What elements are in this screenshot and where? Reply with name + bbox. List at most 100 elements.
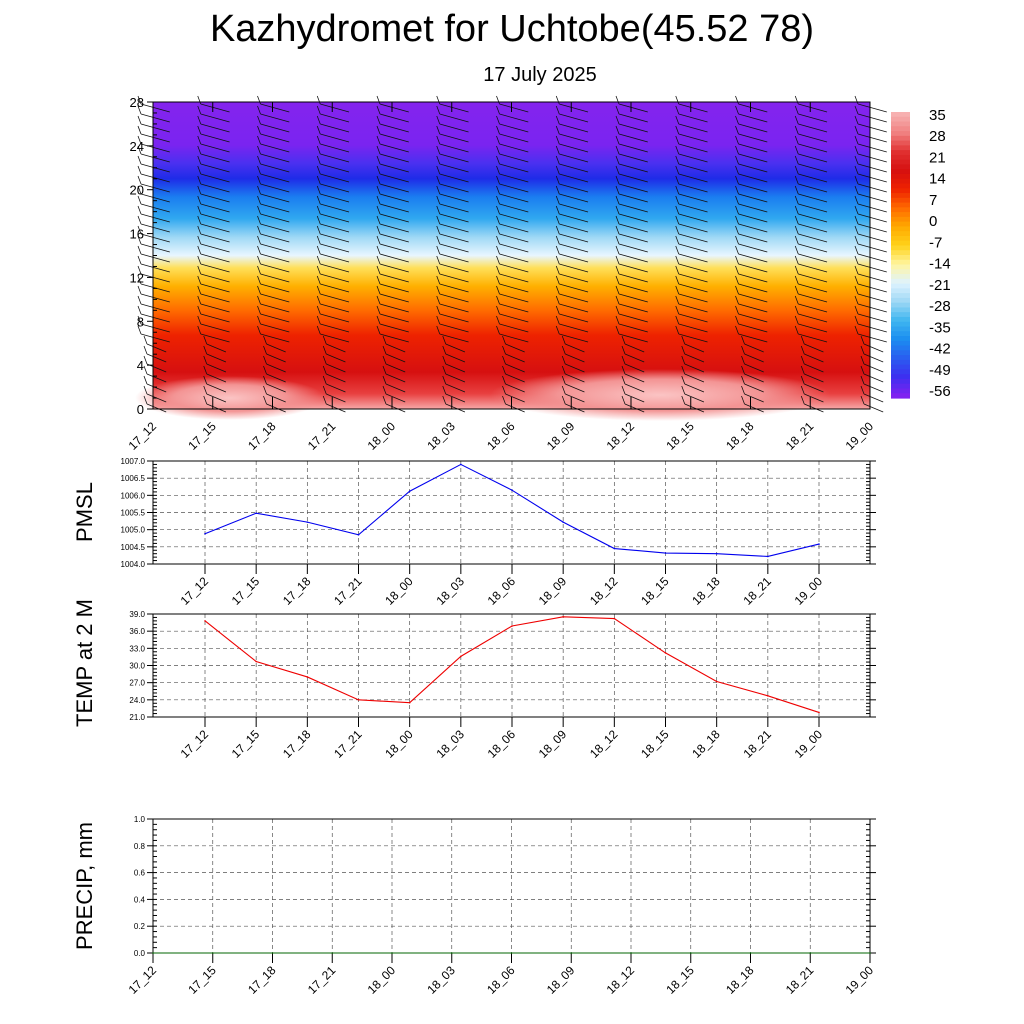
barb-flag bbox=[496, 185, 500, 195]
barb-flag bbox=[137, 105, 142, 115]
barb-shaft bbox=[200, 213, 230, 223]
barb-flag bbox=[675, 285, 680, 295]
barb-flag bbox=[203, 345, 208, 355]
barb-flag bbox=[794, 135, 799, 145]
wind-barb bbox=[854, 215, 887, 233]
wind-barb bbox=[257, 175, 290, 193]
barb-shaft bbox=[320, 233, 350, 243]
wind-barb bbox=[316, 145, 350, 163]
barb-shaft bbox=[200, 333, 230, 343]
barb-shaft bbox=[738, 203, 768, 213]
x-tick-label: 17_15 bbox=[185, 963, 219, 997]
wind-barb bbox=[735, 125, 768, 143]
barb-flag bbox=[854, 265, 859, 275]
wind-barb bbox=[376, 325, 409, 343]
wind-barb bbox=[496, 235, 529, 253]
wind-barb bbox=[436, 165, 469, 183]
barb-shaft bbox=[320, 133, 350, 143]
wind-barb bbox=[322, 365, 346, 383]
barb-shaft bbox=[326, 383, 346, 393]
wind-barb bbox=[436, 95, 469, 113]
barb-flag bbox=[257, 315, 261, 325]
wind-barb bbox=[555, 95, 589, 113]
barb-flag bbox=[257, 305, 261, 315]
wind-barb bbox=[257, 265, 290, 283]
barb-flag bbox=[316, 225, 321, 235]
barb-flag bbox=[137, 95, 142, 105]
barb-flag bbox=[800, 335, 805, 345]
wind-barb bbox=[257, 105, 290, 123]
barb-shaft bbox=[618, 323, 648, 333]
barb-flag bbox=[496, 305, 500, 315]
barb-shaft bbox=[320, 263, 350, 273]
temp-point bbox=[357, 699, 360, 701]
wind-barb bbox=[555, 315, 589, 333]
barb-shaft bbox=[260, 313, 290, 323]
precip-point bbox=[630, 952, 632, 954]
barb-shaft bbox=[618, 103, 648, 113]
x-tick-label: 18_18 bbox=[723, 963, 757, 997]
wind-barb bbox=[137, 285, 170, 303]
barb-flag bbox=[197, 205, 202, 215]
barb-shaft bbox=[260, 283, 290, 293]
barb-flag bbox=[376, 245, 381, 255]
wind-barb bbox=[197, 205, 230, 223]
barb-flag bbox=[442, 345, 447, 355]
barb-flag bbox=[203, 335, 208, 345]
barb-flag bbox=[502, 355, 506, 365]
wind-barb bbox=[442, 385, 466, 403]
wind-barb bbox=[555, 165, 589, 183]
colorbar-label: -28 bbox=[929, 298, 951, 315]
wind-barb bbox=[436, 125, 469, 143]
wind-barb bbox=[496, 135, 529, 153]
x-tick-label: 18_03 bbox=[433, 727, 467, 761]
barb-flag bbox=[854, 235, 859, 245]
colorbar-segment bbox=[891, 154, 910, 161]
barb-flag bbox=[615, 175, 620, 185]
barb-shaft bbox=[738, 253, 768, 263]
barb-flag bbox=[197, 195, 202, 205]
barb-shaft bbox=[260, 153, 290, 163]
wind-barb bbox=[555, 275, 589, 293]
y-tick-label: 30.0 bbox=[129, 662, 145, 671]
barb-flag bbox=[675, 135, 680, 145]
x-tick-label: 17_21 bbox=[305, 963, 339, 997]
barb-flag bbox=[854, 155, 859, 165]
barb-shaft bbox=[678, 313, 708, 323]
barb-shaft bbox=[320, 163, 350, 173]
x-tick-label: 18_21 bbox=[740, 727, 774, 761]
barb-flag bbox=[137, 165, 142, 175]
wind-barb bbox=[794, 305, 828, 323]
x-tick-label: 18_15 bbox=[638, 574, 672, 608]
barb-flag bbox=[376, 135, 381, 145]
barb-flag bbox=[621, 365, 626, 375]
barb-shaft bbox=[804, 373, 824, 383]
wind-barb bbox=[794, 315, 828, 333]
barb-flag bbox=[322, 375, 327, 385]
wind-barb bbox=[502, 385, 525, 403]
barb-flag bbox=[137, 145, 142, 155]
wind-barb bbox=[203, 355, 227, 373]
wind-barb bbox=[137, 175, 170, 193]
wind-barb bbox=[137, 145, 170, 163]
barb-shaft bbox=[379, 233, 409, 243]
wind-barb bbox=[794, 115, 828, 133]
barb-flag bbox=[675, 205, 680, 215]
barb-flag bbox=[257, 295, 261, 305]
barb-flag bbox=[561, 345, 566, 355]
barb-flag bbox=[675, 275, 680, 285]
colorbar-label: 0 bbox=[929, 213, 937, 230]
barb-shaft bbox=[559, 103, 589, 113]
precip-point bbox=[749, 952, 752, 954]
wind-barb bbox=[854, 115, 887, 133]
wind-barb bbox=[675, 195, 708, 213]
colorbar-segment bbox=[891, 264, 910, 270]
barb-shaft bbox=[559, 263, 589, 273]
barb-shaft bbox=[618, 113, 648, 123]
barb-shaft bbox=[140, 173, 170, 183]
barb-flag bbox=[376, 305, 381, 315]
barb-flag bbox=[376, 255, 381, 265]
wind-barb bbox=[741, 335, 764, 353]
wind-barb bbox=[197, 305, 230, 323]
